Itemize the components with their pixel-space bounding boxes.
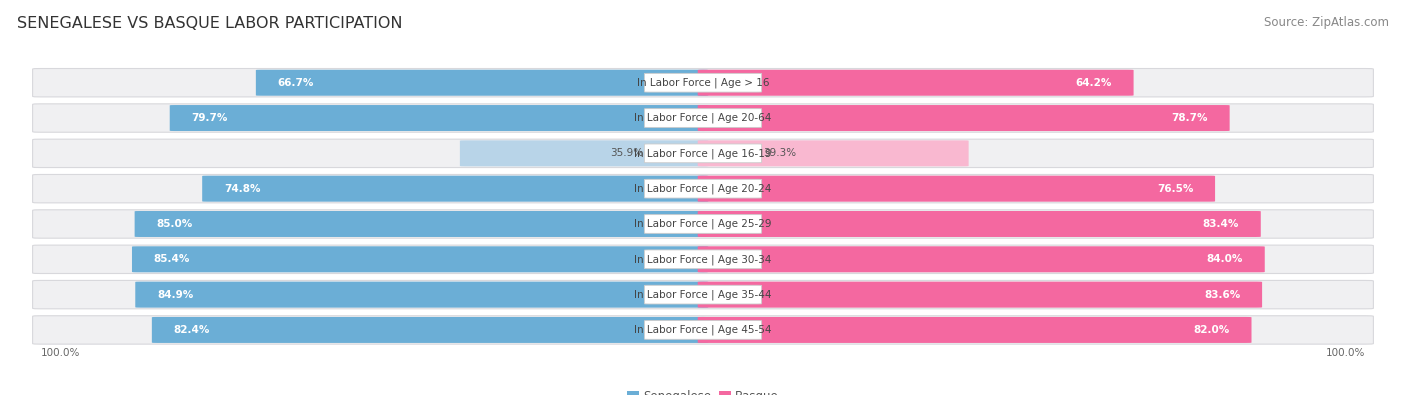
FancyBboxPatch shape: [644, 144, 762, 163]
FancyBboxPatch shape: [697, 282, 1263, 308]
FancyBboxPatch shape: [32, 175, 1374, 203]
FancyBboxPatch shape: [697, 176, 1215, 202]
FancyBboxPatch shape: [644, 285, 762, 304]
Text: 66.7%: 66.7%: [278, 78, 314, 88]
Text: 83.6%: 83.6%: [1204, 290, 1240, 300]
Text: 100.0%: 100.0%: [41, 348, 80, 358]
FancyBboxPatch shape: [152, 317, 709, 343]
Text: 64.2%: 64.2%: [1076, 78, 1112, 88]
FancyBboxPatch shape: [697, 105, 1230, 131]
Text: In Labor Force | Age 25-29: In Labor Force | Age 25-29: [634, 219, 772, 229]
Text: 79.7%: 79.7%: [191, 113, 228, 123]
Text: 35.9%: 35.9%: [610, 149, 643, 158]
Text: SENEGALESE VS BASQUE LABOR PARTICIPATION: SENEGALESE VS BASQUE LABOR PARTICIPATION: [17, 16, 402, 31]
Text: In Labor Force | Age 16-19: In Labor Force | Age 16-19: [634, 148, 772, 159]
Text: 85.4%: 85.4%: [153, 254, 190, 264]
Text: Source: ZipAtlas.com: Source: ZipAtlas.com: [1264, 16, 1389, 29]
FancyBboxPatch shape: [697, 140, 969, 166]
FancyBboxPatch shape: [132, 246, 709, 272]
FancyBboxPatch shape: [32, 280, 1374, 309]
FancyBboxPatch shape: [644, 109, 762, 128]
FancyBboxPatch shape: [202, 176, 709, 202]
FancyBboxPatch shape: [697, 317, 1251, 343]
Text: In Labor Force | Age 20-64: In Labor Force | Age 20-64: [634, 113, 772, 123]
Text: 76.5%: 76.5%: [1157, 184, 1194, 194]
Text: In Labor Force | Age 45-54: In Labor Force | Age 45-54: [634, 325, 772, 335]
Legend: Senegalese, Basque: Senegalese, Basque: [623, 385, 783, 395]
FancyBboxPatch shape: [644, 73, 762, 92]
Text: In Labor Force | Age 30-34: In Labor Force | Age 30-34: [634, 254, 772, 265]
Text: In Labor Force | Age 35-44: In Labor Force | Age 35-44: [634, 290, 772, 300]
FancyBboxPatch shape: [460, 140, 709, 166]
FancyBboxPatch shape: [135, 282, 709, 308]
Text: 82.0%: 82.0%: [1194, 325, 1230, 335]
FancyBboxPatch shape: [32, 316, 1374, 344]
FancyBboxPatch shape: [256, 70, 709, 96]
FancyBboxPatch shape: [32, 210, 1374, 238]
FancyBboxPatch shape: [644, 214, 762, 233]
FancyBboxPatch shape: [697, 70, 1133, 96]
FancyBboxPatch shape: [644, 179, 762, 198]
FancyBboxPatch shape: [32, 245, 1374, 273]
FancyBboxPatch shape: [32, 68, 1374, 97]
FancyBboxPatch shape: [32, 104, 1374, 132]
Text: 83.4%: 83.4%: [1202, 219, 1239, 229]
Text: 84.0%: 84.0%: [1206, 254, 1243, 264]
FancyBboxPatch shape: [644, 250, 762, 269]
FancyBboxPatch shape: [135, 211, 709, 237]
Text: 39.3%: 39.3%: [763, 149, 796, 158]
FancyBboxPatch shape: [644, 321, 762, 339]
FancyBboxPatch shape: [32, 139, 1374, 167]
Text: 74.8%: 74.8%: [224, 184, 260, 194]
Text: In Labor Force | Age > 16: In Labor Force | Age > 16: [637, 77, 769, 88]
Text: 85.0%: 85.0%: [156, 219, 193, 229]
Text: 82.4%: 82.4%: [174, 325, 209, 335]
Text: 100.0%: 100.0%: [1326, 348, 1365, 358]
FancyBboxPatch shape: [697, 246, 1265, 272]
FancyBboxPatch shape: [170, 105, 709, 131]
Text: In Labor Force | Age 20-24: In Labor Force | Age 20-24: [634, 183, 772, 194]
FancyBboxPatch shape: [697, 211, 1261, 237]
Text: 84.9%: 84.9%: [157, 290, 194, 300]
Text: 78.7%: 78.7%: [1171, 113, 1208, 123]
